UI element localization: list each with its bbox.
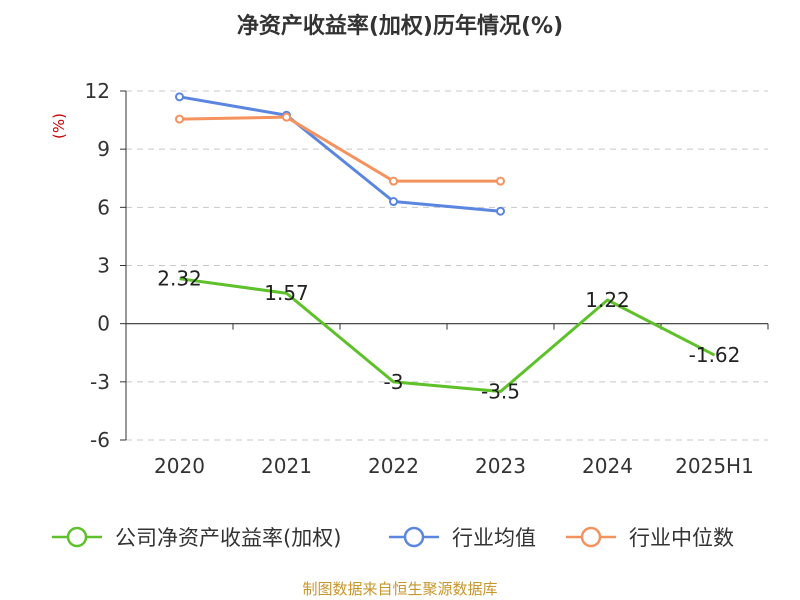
- series-line-2: [179, 115, 501, 183]
- series-line-0: [179, 277, 716, 394]
- y-tick-label: 9: [97, 137, 110, 161]
- data-label: -1.62: [689, 343, 741, 367]
- x-tick-label: 2025H1: [675, 454, 754, 478]
- legend-label-0: 公司净资产收益率(加权): [115, 526, 341, 550]
- series-point-2: [282, 112, 291, 122]
- x-tick-label: 2020: [154, 454, 205, 478]
- series-point-2: [496, 176, 505, 186]
- legend: 公司净资产收益率(加权) 行业均值 行业中位数: [52, 526, 734, 550]
- source-note: 制图数据来自恒生聚源数据库: [302, 580, 497, 598]
- legend-label-1: 行业均值: [452, 526, 536, 550]
- series-line-1: [179, 95, 501, 213]
- legend-marker-2: [580, 526, 602, 548]
- legend-label-2: 行业中位数: [629, 526, 734, 550]
- series-point-2: [389, 176, 398, 186]
- data-label: 1.22: [585, 288, 630, 312]
- series-lines: [175, 92, 716, 394]
- x-tick-label: 2021: [261, 454, 312, 478]
- legend-marker-0: [66, 526, 88, 548]
- series-point-2: [175, 114, 184, 124]
- x-tick-label: 2023: [475, 454, 526, 478]
- y-axis-label: (%): [50, 113, 68, 139]
- y-tick-label: 3: [97, 254, 110, 278]
- series-point-1: [496, 206, 505, 216]
- data-label: 2.32: [157, 267, 202, 291]
- data-label: -3.5: [481, 380, 520, 404]
- y-tick-label: 0: [97, 312, 110, 336]
- data-label: 1.57: [264, 281, 309, 305]
- y-tick-label: -6: [90, 428, 110, 452]
- legend-marker-1: [403, 526, 425, 548]
- x-tick-label: 2022: [368, 454, 419, 478]
- data-labels: 2.32 1.57 -3 -3.5 1.22 -1.62: [157, 267, 740, 404]
- y-tick-label: 12: [85, 79, 110, 103]
- series-point-1: [389, 197, 398, 207]
- y-tick-label: 6: [97, 195, 110, 219]
- data-label: -3: [384, 370, 404, 394]
- y-tick-label: -3: [90, 370, 110, 394]
- chart-title: 净资产收益率(加权)历年情况(%): [237, 13, 563, 39]
- series-point-1: [175, 92, 184, 102]
- x-tick-label: 2024: [582, 454, 633, 478]
- axes: 12 9 6 3 0 -3 -6 2020 2021 2022 2023 2024 2025H1: [85, 79, 769, 478]
